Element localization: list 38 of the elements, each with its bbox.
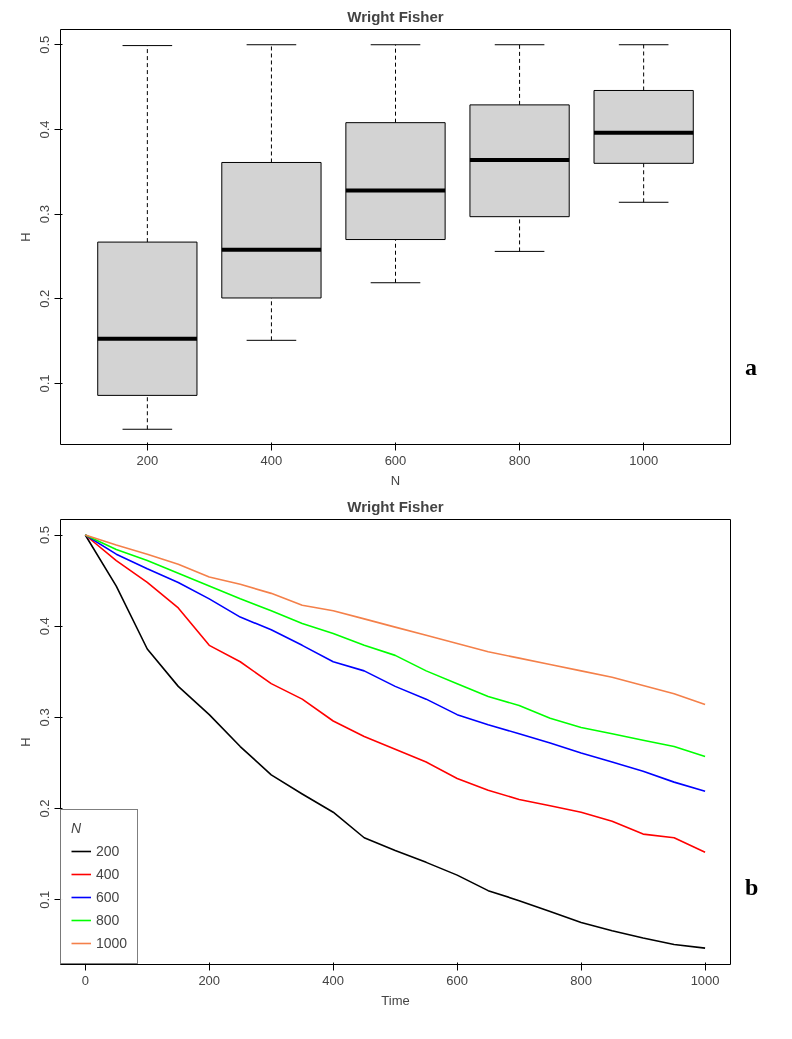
x-tick-label: 200 xyxy=(136,452,159,468)
x-tick-label: 1000 xyxy=(690,972,720,988)
line-series xyxy=(84,534,706,854)
x-tick-label: 0 xyxy=(81,972,89,988)
y-axis-title: H xyxy=(17,737,33,747)
x-axis-title: N xyxy=(390,472,401,488)
y-tick-label: 0.5 xyxy=(37,525,53,545)
x-tick-label: 800 xyxy=(570,972,592,988)
text: b xyxy=(745,873,759,902)
y-tick-label: 0.4 xyxy=(37,120,53,139)
y-tick-label: 0.3 xyxy=(37,205,53,224)
legend-label: 800 xyxy=(96,912,120,928)
x-tick-label: 800 xyxy=(508,452,531,468)
legend-label: 600 xyxy=(96,889,120,905)
x-tick-label: 600 xyxy=(446,972,469,988)
y-tick-label: 0.2 xyxy=(37,289,53,308)
y-axis-title: H xyxy=(17,232,33,242)
y-tick-label: 0.3 xyxy=(37,708,53,727)
y-tick-label: 0.2 xyxy=(37,799,53,818)
x-tick-label: 400 xyxy=(322,972,345,988)
x-tick-label: 200 xyxy=(198,972,221,988)
legend-label: 400 xyxy=(96,866,120,882)
line-series xyxy=(84,534,706,706)
y-tick-label: 0.1 xyxy=(37,374,53,393)
x-axis-title: Time xyxy=(381,992,410,1008)
x-tick-label: 1000 xyxy=(629,452,659,468)
y-tick-label: 0.5 xyxy=(37,35,53,54)
x-tick-label: 600 xyxy=(384,452,407,468)
line-series xyxy=(84,534,706,949)
y-tick-label: 0.1 xyxy=(37,890,53,909)
x-tick-label: 400 xyxy=(260,452,283,468)
legend-label: 1000 xyxy=(96,935,128,951)
legend-title: N xyxy=(71,820,83,836)
legend-label: 200 xyxy=(96,843,120,859)
text: a xyxy=(745,353,757,382)
chart-title: Wright Fisher xyxy=(347,497,444,515)
chart-title: Wright Fisher xyxy=(347,7,444,25)
y-tick-label: 0.4 xyxy=(37,617,53,636)
